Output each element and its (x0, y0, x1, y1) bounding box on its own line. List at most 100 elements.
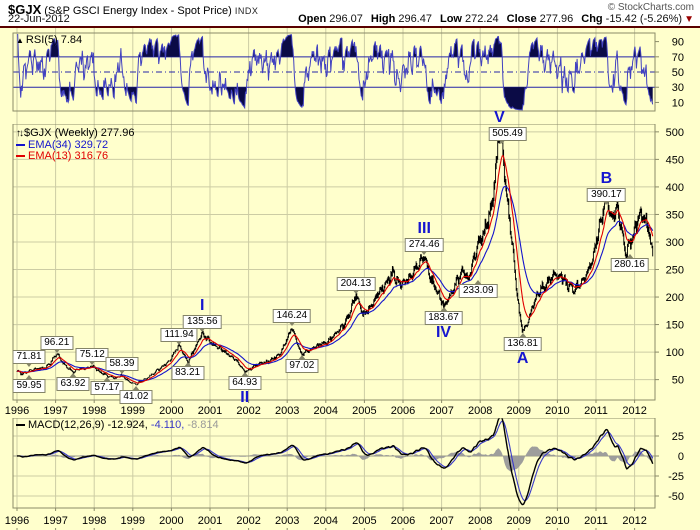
horizontal-gridlines (13, 435, 655, 497)
svg-text:2006: 2006 (391, 405, 415, 417)
rsi-y-axis: 90 70 50 30 10 (655, 37, 684, 109)
x-axis-labels: 1996 1997 1998 1999 2000 2001 2002 2003 2004 2005… (5, 400, 647, 417)
macd-y-axis: 25 0 -25 -50 (655, 431, 684, 503)
chart-date: 22-Jun-2012 (8, 13, 70, 25)
copyright: © StockCharts.com (607, 2, 694, 13)
index-name: (S&P GSCI Energy Index - Spot Price) (41, 5, 235, 17)
macd-hist-value: -8.814 (184, 419, 219, 431)
svg-text:2011: 2011 (584, 515, 608, 527)
svg-text:2011: 2011 (584, 405, 608, 417)
svg-text:2009: 2009 (507, 405, 531, 417)
svg-text:2007: 2007 (429, 405, 453, 417)
ema34-legend-text: EMA(34) 329.72 (28, 138, 109, 151)
svg-text:2002: 2002 (236, 405, 260, 417)
svg-text:1999: 1999 (121, 405, 145, 417)
svg-text:2003: 2003 (275, 515, 299, 527)
chart-header: $GJX (S&P GSCI Energy Index - Spot Price… (0, 0, 700, 28)
svg-text:1998: 1998 (82, 515, 106, 527)
svg-text:2010: 2010 (545, 405, 569, 417)
panel-border (12, 124, 656, 401)
svg-text:2007: 2007 (429, 515, 453, 527)
svg-text:10: 10 (672, 97, 684, 109)
rsi-legend: ▲ RSI(5) 7.84 (16, 34, 82, 47)
ema34-legend-row: EMA(34) 329.72 (16, 139, 134, 151)
down-arrow-icon: ▼ (684, 14, 694, 25)
ema13-legend-row: EMA(13) 316.76 (16, 150, 134, 162)
svg-text:2008: 2008 (468, 515, 492, 527)
updown-arrows-icon: ↑↓ (16, 128, 24, 139)
svg-text:1997: 1997 (43, 515, 67, 527)
rsi-panel-svg: 90 70 50 30 10 (12, 28, 684, 124)
svg-text:70: 70 (672, 52, 684, 64)
svg-text:50: 50 (672, 67, 684, 79)
high-label: High (370, 13, 396, 25)
svg-text:2006: 2006 (391, 515, 415, 527)
svg-text:150: 150 (666, 320, 684, 332)
vertical-gridlines (16, 418, 636, 508)
svg-text:-50: -50 (668, 491, 684, 503)
rsi-line (17, 33, 654, 111)
svg-text:400: 400 (666, 182, 684, 194)
svg-text:2012: 2012 (622, 515, 646, 527)
svg-text:2012: 2012 (622, 405, 646, 417)
ema13-line (16, 154, 654, 384)
rsi-plot (13, 33, 655, 111)
svg-text:25: 25 (672, 431, 684, 443)
svg-text:200: 200 (666, 292, 684, 304)
svg-text:2000: 2000 (159, 405, 183, 417)
macd-value: -12.924, (104, 419, 148, 431)
macd-panel-svg: 25 0 -25 -50 1996 1997 1998 1999 2000 2001 2002 200… (5, 418, 684, 530)
horizontal-gridlines (13, 131, 655, 381)
svg-text:350: 350 (666, 209, 684, 221)
quote-row: 22-Jun-2012 Open 296.07 High 296.47 Low 272.2… (8, 13, 694, 26)
vertical-gridlines (16, 124, 636, 400)
svg-text:2001: 2001 (198, 515, 222, 527)
svg-text:100: 100 (666, 347, 684, 359)
symbol-legend-text: $GJX (Weekly) 277.96 (24, 127, 135, 139)
svg-text:2005: 2005 (352, 515, 376, 527)
ticker-symbol: $GJX (8, 2, 42, 17)
low-value: 272.24 (464, 13, 499, 25)
exchange-tag: INDX (234, 6, 259, 16)
svg-text:2004: 2004 (314, 405, 338, 417)
x-axis-labels: 1996 1997 1998 1999 2000 2001 2002 2003 2004 2005… (5, 508, 647, 530)
macd-line-swatch (16, 424, 25, 426)
svg-text:2002: 2002 (236, 515, 260, 527)
svg-text:300: 300 (666, 237, 684, 249)
price-legend-symbol-row: ↑↓ $GJX (Weekly) 277.96 (16, 127, 134, 139)
svg-text:2003: 2003 (275, 405, 299, 417)
ohlc-quote: Open 296.07 High 296.47 Low 272.24 Close 277.96… (298, 13, 694, 25)
svg-text:1999: 1999 (121, 515, 145, 527)
close-value: 277.96 (539, 13, 574, 25)
price-y-axis: 500 450 400 350 300 250 200 150 100 50 (655, 127, 684, 387)
svg-text:250: 250 (666, 265, 684, 277)
svg-text:500: 500 (666, 127, 684, 139)
svg-text:-25: -25 (668, 471, 684, 483)
svg-text:1996: 1996 (5, 405, 29, 417)
title-row: $GJX (S&P GSCI Energy Index - Spot Price… (8, 1, 694, 17)
svg-text:0: 0 (678, 451, 684, 463)
rsi-overbought-fill (17, 34, 653, 57)
macd-signal-value: -4.110, (147, 419, 185, 431)
rsi-legend-text: RSI(5) 7.84 (25, 34, 83, 46)
chg-label: Chg (581, 13, 603, 25)
svg-text:450: 450 (666, 154, 684, 166)
ema34-line-swatch (16, 143, 25, 146)
price-plot (16, 133, 654, 386)
svg-text:2009: 2009 (507, 515, 531, 527)
open-value: 296.07 (329, 13, 363, 25)
svg-text:1998: 1998 (82, 405, 106, 417)
panel-border (12, 418, 656, 509)
svg-text:90: 90 (672, 37, 684, 49)
low-label: Low (439, 13, 462, 25)
ema13-line-swatch (16, 155, 25, 157)
svg-text:2001: 2001 (198, 405, 222, 417)
svg-text:2005: 2005 (352, 405, 376, 417)
macd-legend: MACD(12,26,9) -12.924, -4.110, -8.814 (16, 419, 219, 431)
svg-text:30: 30 (672, 82, 684, 94)
macd-line (16, 418, 654, 506)
macd-legend-name: MACD(12,26,9) (28, 419, 105, 431)
svg-text:2004: 2004 (314, 515, 338, 527)
